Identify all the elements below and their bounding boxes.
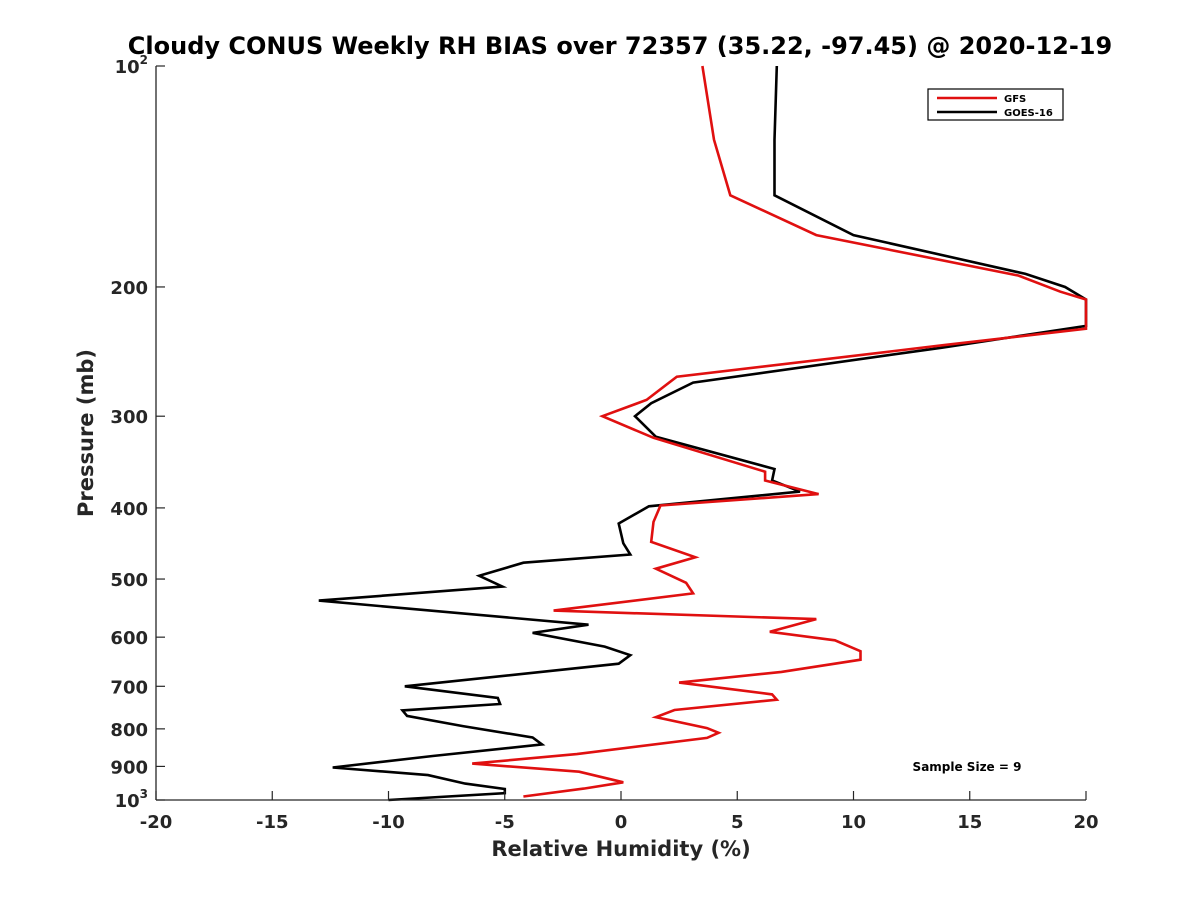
y-tick-label: 103 [115, 787, 148, 812]
y-tick-label: 600 [110, 628, 148, 649]
x-tick-label: 15 [957, 812, 982, 833]
y-axis-label: Pressure (mb) [74, 349, 98, 517]
plot-background [156, 66, 1086, 800]
legend-entry-label: GFS [1004, 94, 1026, 105]
chart-title: Cloudy CONUS Weekly RH BIAS over 72357 (… [128, 32, 1112, 60]
legend-box [927, 88, 1064, 121]
legend-entry-label: GOES-16 [1004, 108, 1053, 119]
y-tick-label: 800 [110, 720, 148, 741]
x-tick-label: 10 [841, 812, 866, 833]
x-tick-label: 0 [615, 812, 628, 833]
x-tick-label: -15 [256, 812, 289, 833]
y-tick-label: 700 [110, 677, 148, 698]
x-tick-label: 20 [1073, 812, 1098, 833]
x-tick-label: -10 [372, 812, 405, 833]
x-axis-label: Relative Humidity (%) [491, 837, 750, 861]
series-line-gfs [472, 65, 1088, 798]
y-tick-label: 500 [110, 570, 148, 591]
sample-size-annotation: Sample Size = 9 [913, 760, 1022, 774]
series-layer [318, 65, 1088, 802]
x-tick-label: -5 [495, 812, 515, 833]
x-tick-label: -20 [140, 812, 173, 833]
y-tick-label: 102 [115, 53, 148, 78]
y-tick-base: 10 [115, 57, 140, 78]
y-tick-exponent: 2 [140, 53, 148, 67]
y-tick-label: 400 [110, 499, 148, 520]
y-tick-label: 200 [110, 278, 148, 299]
x-axis-ticks: -20 -15 -10 -5 0 5 10 15 20 [140, 791, 1099, 833]
y-tick-base: 10 [115, 791, 140, 812]
y-tick-label: 300 [110, 407, 148, 428]
y-tick-exponent: 3 [140, 787, 148, 801]
x-tick-label: 5 [731, 812, 744, 833]
legend: GFS GOES-16 [927, 88, 1064, 121]
y-tick-label: 900 [110, 757, 148, 778]
series-line-goes-16 [318, 65, 1088, 802]
plot-area: -20 -15 -10 -5 0 5 10 15 20 10220030040050060070… [110, 53, 1098, 833]
